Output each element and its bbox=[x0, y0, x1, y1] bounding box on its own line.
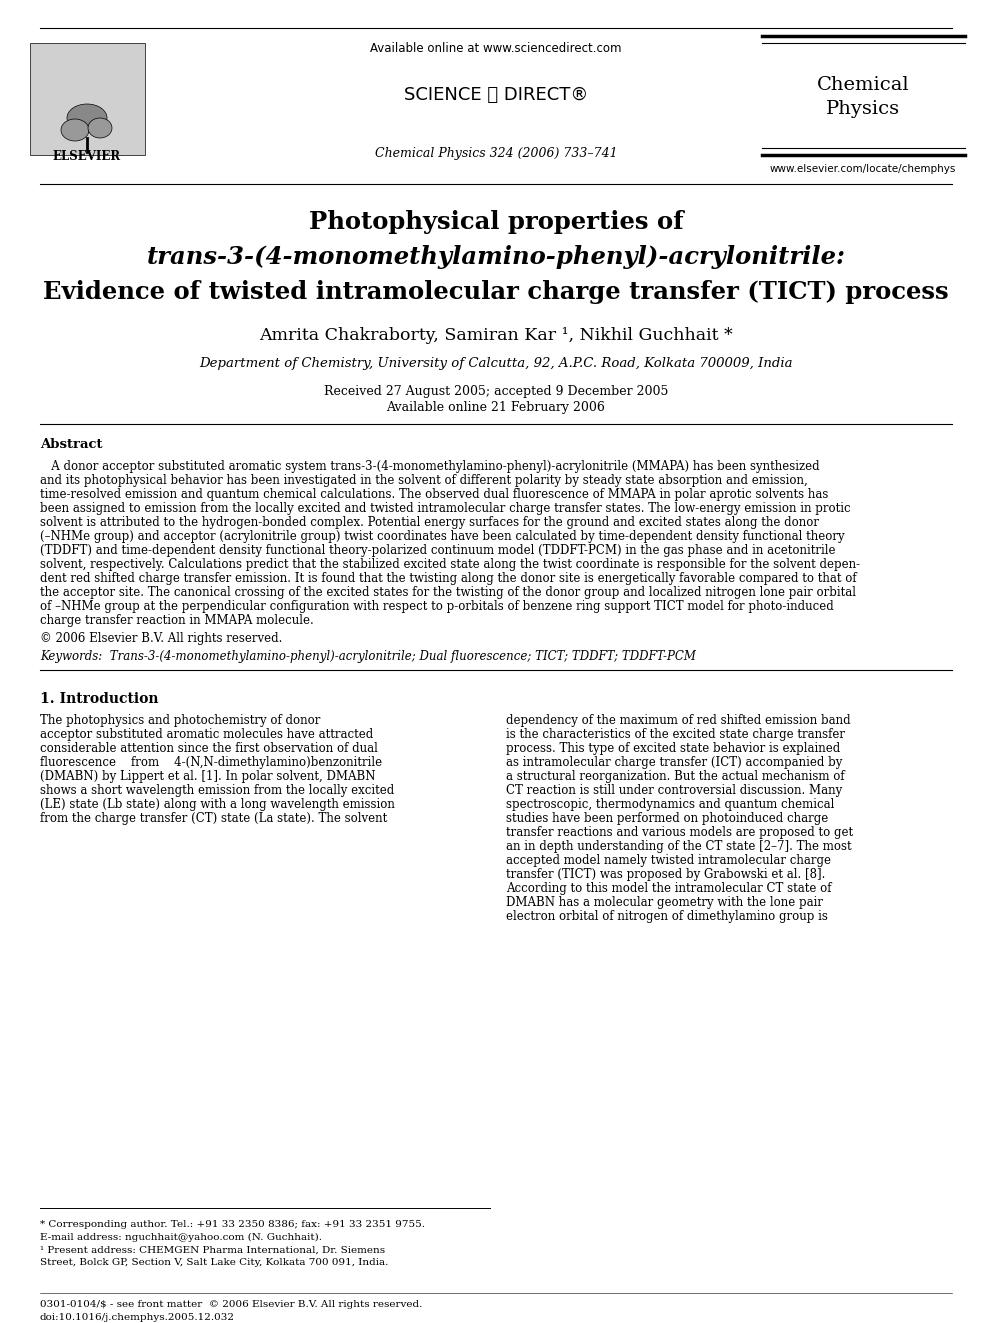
Text: 1. Introduction: 1. Introduction bbox=[40, 692, 159, 706]
Text: Keywords:  Trans-3-(4-monomethylamino-phenyl)-acrylonitrile; Dual fluorescence; : Keywords: Trans-3-(4-monomethylamino-phe… bbox=[40, 650, 695, 663]
Text: electron orbital of nitrogen of dimethylamino group is: electron orbital of nitrogen of dimethyl… bbox=[506, 910, 828, 923]
Text: is the characteristics of the excited state charge transfer: is the characteristics of the excited st… bbox=[506, 728, 845, 741]
Text: doi:10.1016/j.chemphys.2005.12.032: doi:10.1016/j.chemphys.2005.12.032 bbox=[40, 1312, 235, 1322]
Text: transfer reactions and various models are proposed to get: transfer reactions and various models ar… bbox=[506, 826, 853, 839]
Text: Received 27 August 2005; accepted 9 December 2005: Received 27 August 2005; accepted 9 Dece… bbox=[323, 385, 669, 397]
Text: E-mail address: nguchhait@yahoo.com (N. Guchhait).: E-mail address: nguchhait@yahoo.com (N. … bbox=[40, 1233, 322, 1242]
Text: * Corresponding author. Tel.: +91 33 2350 8386; fax: +91 33 2351 9755.: * Corresponding author. Tel.: +91 33 235… bbox=[40, 1220, 425, 1229]
Text: Department of Chemistry, University of Calcutta, 92, A.P.C. Road, Kolkata 700009: Department of Chemistry, University of C… bbox=[199, 357, 793, 370]
Text: as intramolecular charge transfer (ICT) accompanied by: as intramolecular charge transfer (ICT) … bbox=[506, 755, 842, 769]
Text: Chemical Physics 324 (2006) 733–741: Chemical Physics 324 (2006) 733–741 bbox=[375, 147, 617, 160]
Text: from the charge transfer (CT) state (La state). The solvent: from the charge transfer (CT) state (La … bbox=[40, 812, 387, 826]
Text: The photophysics and photochemistry of donor: The photophysics and photochemistry of d… bbox=[40, 714, 320, 728]
Text: SCIENCE ⓐ DIRECT®: SCIENCE ⓐ DIRECT® bbox=[404, 86, 588, 105]
Text: solvent, respectively. Calculations predict that the stabilized excited state al: solvent, respectively. Calculations pred… bbox=[40, 558, 860, 572]
Text: DMABN has a molecular geometry with the lone pair: DMABN has a molecular geometry with the … bbox=[506, 896, 823, 909]
Text: been assigned to emission from the locally excited and twisted intramolecular ch: been assigned to emission from the local… bbox=[40, 501, 850, 515]
Text: CT reaction is still under controversial discussion. Many: CT reaction is still under controversial… bbox=[506, 785, 842, 796]
Text: and its photophysical behavior has been investigated in the solvent of different: and its photophysical behavior has been … bbox=[40, 474, 807, 487]
Text: (–NHMe group) and acceptor (acrylonitrile group) twist coordinates have been cal: (–NHMe group) and acceptor (acrylonitril… bbox=[40, 531, 844, 542]
Text: shows a short wavelength emission from the locally excited: shows a short wavelength emission from t… bbox=[40, 785, 394, 796]
Text: Evidence of twisted intramolecular charge transfer (TICT) process: Evidence of twisted intramolecular charg… bbox=[44, 280, 948, 304]
Text: acceptor substituted aromatic molecules have attracted: acceptor substituted aromatic molecules … bbox=[40, 728, 373, 741]
Text: fluorescence    from    4-(N,N-dimethylamino)benzonitrile: fluorescence from 4-(N,N-dimethylamino)b… bbox=[40, 755, 382, 769]
Text: Abstract: Abstract bbox=[40, 438, 102, 451]
Text: the acceptor site. The canonical crossing of the excited states for the twisting: the acceptor site. The canonical crossin… bbox=[40, 586, 856, 599]
Text: solvent is attributed to the hydrogen-bonded complex. Potential energy surfaces : solvent is attributed to the hydrogen-bo… bbox=[40, 516, 819, 529]
Text: © 2006 Elsevier B.V. All rights reserved.: © 2006 Elsevier B.V. All rights reserved… bbox=[40, 632, 283, 646]
Text: studies have been performed on photoinduced charge: studies have been performed on photoindu… bbox=[506, 812, 828, 826]
Text: time-resolved emission and quantum chemical calculations. The observed dual fluo: time-resolved emission and quantum chemi… bbox=[40, 488, 828, 501]
Text: trans-3-(4-monomethylamino-phenyl)-acrylonitrile:: trans-3-(4-monomethylamino-phenyl)-acryl… bbox=[147, 245, 845, 269]
Bar bbox=[30, 44, 145, 155]
Text: A donor acceptor substituted aromatic system trans-3-(4-monomethylamino-phenyl)-: A donor acceptor substituted aromatic sy… bbox=[40, 460, 819, 474]
Text: (TDDFT) and time-dependent density functional theory-polarized continuum model (: (TDDFT) and time-dependent density funct… bbox=[40, 544, 835, 557]
Text: Chemical
Physics: Chemical Physics bbox=[816, 75, 910, 119]
Ellipse shape bbox=[67, 105, 107, 132]
Text: Photophysical properties of: Photophysical properties of bbox=[309, 210, 683, 234]
Text: charge transfer reaction in MMAPA molecule.: charge transfer reaction in MMAPA molecu… bbox=[40, 614, 313, 627]
Text: process. This type of excited state behavior is explained: process. This type of excited state beha… bbox=[506, 742, 840, 755]
Text: According to this model the intramolecular CT state of: According to this model the intramolecul… bbox=[506, 882, 831, 894]
Ellipse shape bbox=[88, 118, 112, 138]
Text: considerable attention since the first observation of dual: considerable attention since the first o… bbox=[40, 742, 378, 755]
Text: of –NHMe group at the perpendicular configuration with respect to p-orbitals of : of –NHMe group at the perpendicular conf… bbox=[40, 601, 833, 613]
Text: Available online 21 February 2006: Available online 21 February 2006 bbox=[387, 401, 605, 414]
Text: dent red shifted charge transfer emission. It is found that the twisting along t: dent red shifted charge transfer emissio… bbox=[40, 572, 857, 585]
Text: a structural reorganization. But the actual mechanism of: a structural reorganization. But the act… bbox=[506, 770, 844, 783]
Text: ¹ Present address: CHEMGEN Pharma International, Dr. Siemens: ¹ Present address: CHEMGEN Pharma Intern… bbox=[40, 1246, 385, 1256]
Text: dependency of the maximum of red shifted emission band: dependency of the maximum of red shifted… bbox=[506, 714, 850, 728]
Text: (LE) state (Lb state) along with a long wavelength emission: (LE) state (Lb state) along with a long … bbox=[40, 798, 395, 811]
Text: ELSEVIER: ELSEVIER bbox=[53, 151, 121, 164]
Text: Available online at www.sciencedirect.com: Available online at www.sciencedirect.co… bbox=[370, 41, 622, 54]
Text: accepted model namely twisted intramolecular charge: accepted model namely twisted intramolec… bbox=[506, 855, 831, 867]
Text: 0301-0104/$ - see front matter  © 2006 Elsevier B.V. All rights reserved.: 0301-0104/$ - see front matter © 2006 El… bbox=[40, 1301, 423, 1308]
Text: Street, Bolck GP, Section V, Salt Lake City, Kolkata 700 091, India.: Street, Bolck GP, Section V, Salt Lake C… bbox=[40, 1258, 389, 1267]
Text: spectroscopic, thermodynamics and quantum chemical: spectroscopic, thermodynamics and quantu… bbox=[506, 798, 834, 811]
Text: Amrita Chakraborty, Samiran Kar ¹, Nikhil Guchhait *: Amrita Chakraborty, Samiran Kar ¹, Nikhi… bbox=[259, 328, 733, 344]
Ellipse shape bbox=[61, 119, 89, 142]
Text: (DMABN) by Lippert et al. [1]. In polar solvent, DMABN: (DMABN) by Lippert et al. [1]. In polar … bbox=[40, 770, 376, 783]
Text: www.elsevier.com/locate/chemphys: www.elsevier.com/locate/chemphys bbox=[770, 164, 956, 175]
Text: transfer (TICT) was proposed by Grabowski et al. [8].: transfer (TICT) was proposed by Grabowsk… bbox=[506, 868, 825, 881]
Text: an in depth understanding of the CT state [2–7]. The most: an in depth understanding of the CT stat… bbox=[506, 840, 851, 853]
